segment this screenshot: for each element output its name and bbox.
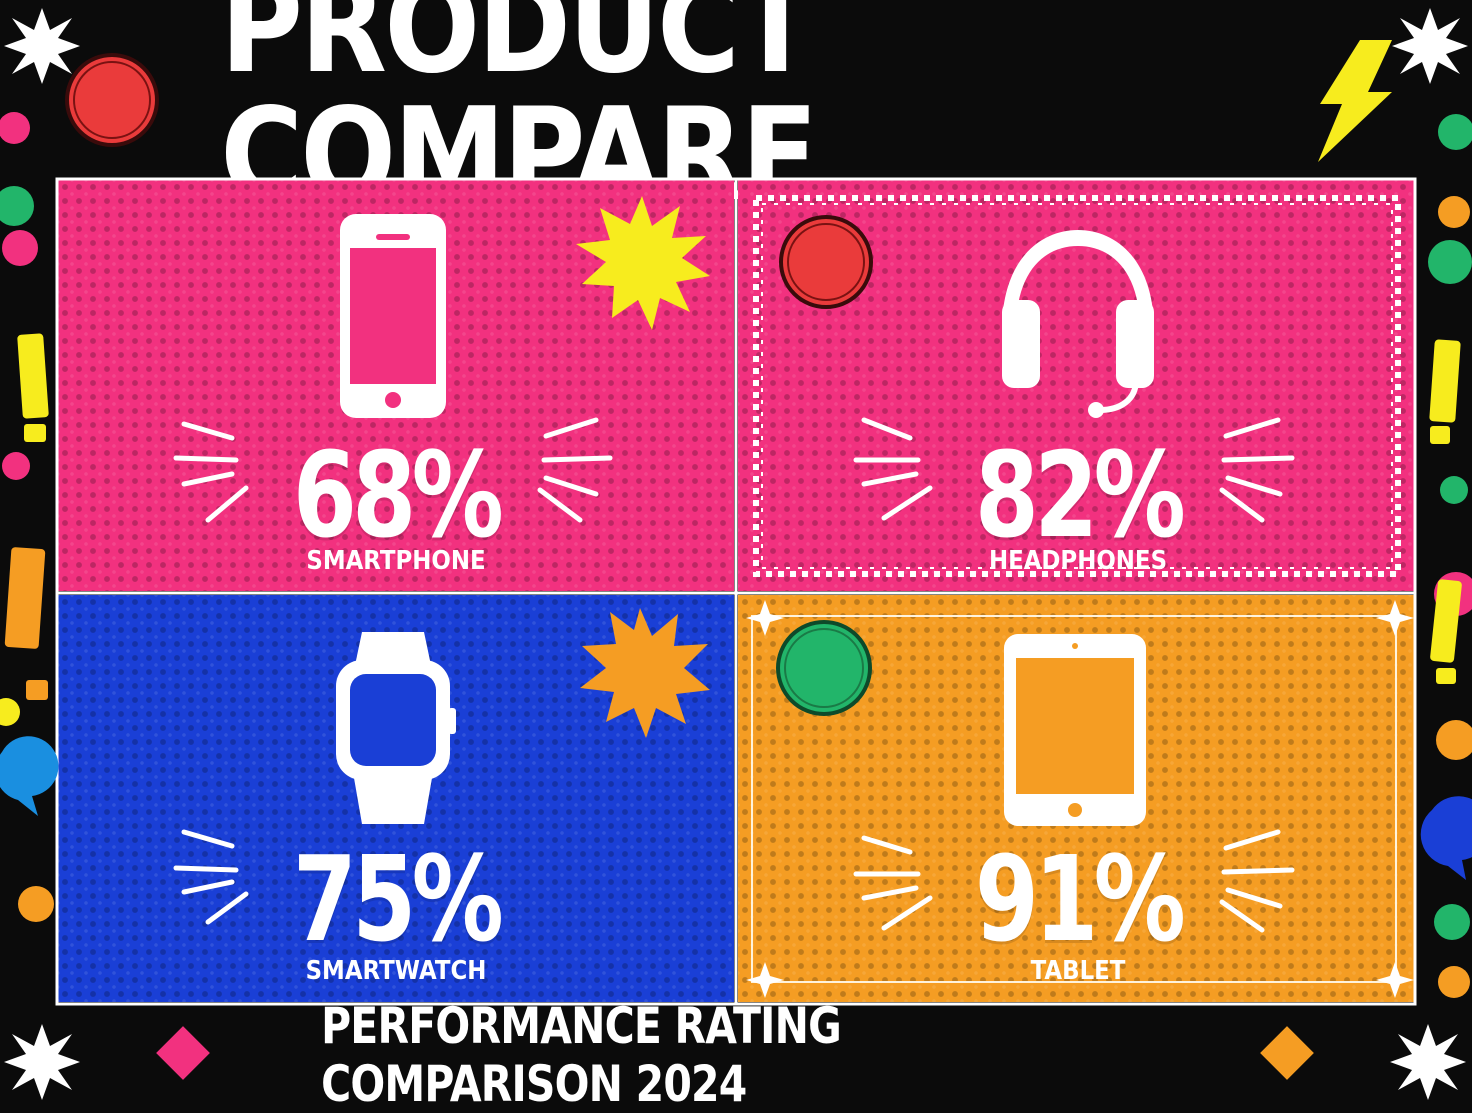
sparkle-icon xyxy=(746,600,1414,998)
subtitle: PERFORMANCE RATING COMPARISON 2024 xyxy=(321,997,842,1113)
label-smartphone: SMARTPHONE xyxy=(306,546,486,576)
value-smartphone: 68% xyxy=(292,426,504,564)
lightning-icon xyxy=(1318,40,1392,162)
label-smartwatch: SMARTWATCH xyxy=(305,956,487,986)
orange-diamond-icon xyxy=(1260,1026,1314,1080)
orange-starburst-icon xyxy=(580,608,710,738)
pink-diamond-icon xyxy=(156,1026,210,1080)
value-tablet: 91% xyxy=(974,830,1186,968)
white-starburst-icon xyxy=(4,8,1468,1100)
red-dot-icon xyxy=(779,215,873,309)
value-smartwatch: 75% xyxy=(292,830,504,968)
green-dot-icon xyxy=(776,620,872,716)
smartwatch-icon xyxy=(336,632,456,824)
red-dot-icon xyxy=(65,53,159,147)
label-headphones: HEADPHONES xyxy=(988,546,1168,576)
tablet-frame xyxy=(751,615,1397,983)
headphones-checker-frame xyxy=(753,195,1401,577)
burst-lines xyxy=(173,417,1295,933)
label-tablet: TABLET xyxy=(1030,956,1126,986)
yellow-starburst-icon xyxy=(576,196,710,330)
tablet-icon xyxy=(1004,634,1146,826)
headphones-icon xyxy=(1002,230,1154,418)
value-headphones: 82% xyxy=(974,426,1186,564)
smartphone-icon xyxy=(340,214,446,418)
